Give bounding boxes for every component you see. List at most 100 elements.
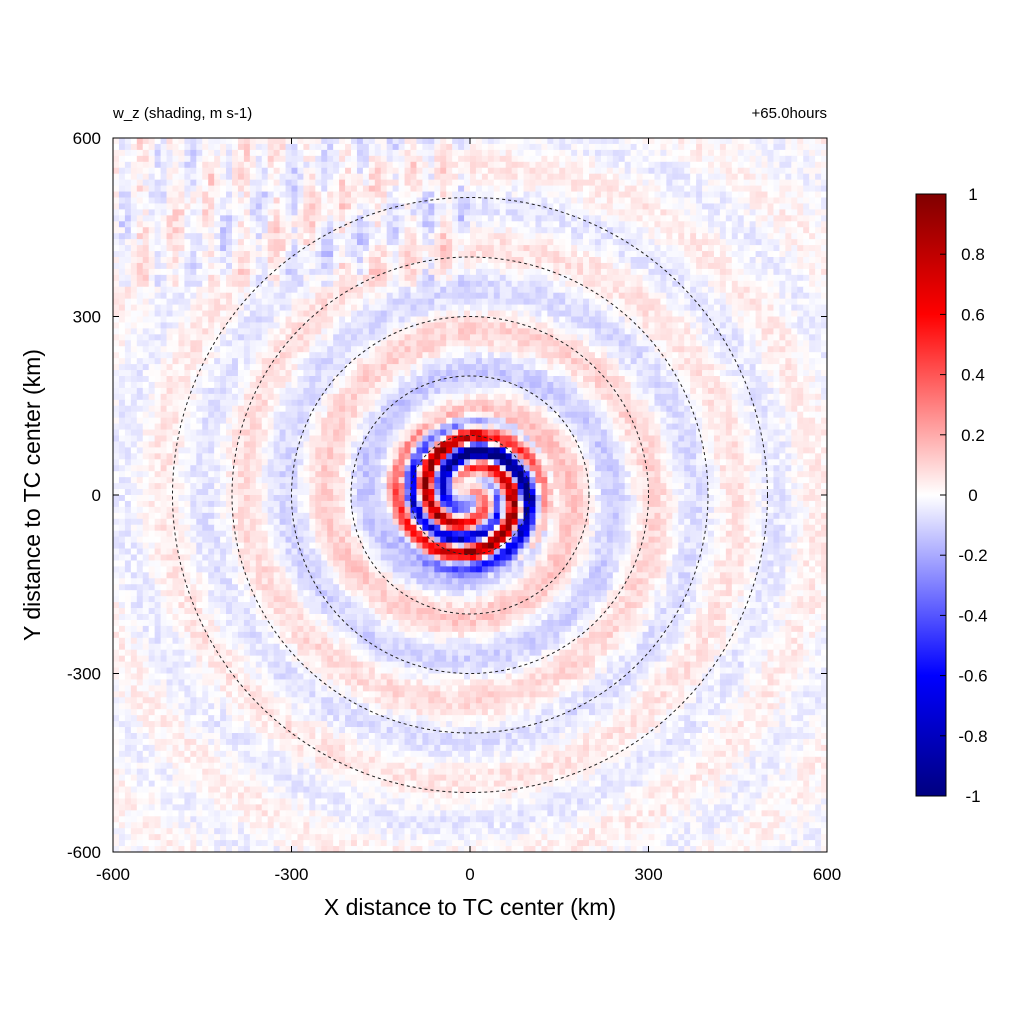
heatmap-cell: [618, 298, 626, 306]
heatmap-cell: [315, 310, 322, 318]
heatmap-cell: [309, 203, 316, 210]
heatmap-cell: [642, 268, 650, 276]
heatmap-cell: [803, 262, 810, 270]
heatmap-cell: [202, 286, 209, 294]
heatmap-cell: [356, 358, 364, 365]
heatmap-cell: [725, 167, 733, 175]
heatmap-cell: [773, 233, 780, 240]
heatmap-cell: [600, 352, 608, 359]
heatmap-cell: [446, 203, 453, 210]
heatmap-cell: [452, 292, 459, 300]
heatmap-cell: [481, 155, 489, 163]
heatmap-cell: [362, 328, 370, 335]
heatmap-cell: [315, 209, 322, 216]
heatmap-cell: [404, 274, 412, 282]
heatmap-cell: [285, 304, 293, 312]
heatmap-cell: [719, 310, 727, 318]
heatmap-cell: [642, 215, 650, 222]
heatmap-cell: [356, 173, 364, 181]
heatmap-cell: [351, 304, 358, 312]
heatmap-cell: [380, 143, 388, 151]
heatmap-cell: [166, 209, 174, 216]
heatmap-cell: [243, 239, 251, 246]
heatmap-cell: [428, 310, 435, 318]
heatmap-cell: [684, 209, 691, 216]
heatmap-cell: [690, 292, 697, 300]
heatmap-cell: [267, 197, 275, 205]
heatmap-cell: [761, 251, 769, 258]
heatmap-cell: [208, 233, 215, 240]
heatmap-cell: [785, 221, 792, 228]
heatmap-cell: [464, 280, 471, 288]
heatmap-cell: [577, 161, 584, 169]
heatmap-cell: [797, 209, 804, 216]
heatmap-cell: [749, 155, 757, 163]
heatmap-cell: [113, 322, 120, 329]
heatmap-cell: [719, 138, 727, 145]
heatmap-cell: [654, 155, 661, 163]
heatmap-cell: [386, 280, 394, 288]
heatmap-cell: [261, 340, 269, 347]
heatmap-cell: [803, 280, 810, 288]
heatmap-cell: [279, 155, 287, 163]
heatmap-cell: [690, 340, 697, 347]
heatmap-cell: [791, 161, 798, 169]
heatmap-cell: [309, 262, 316, 270]
heatmap-cell: [172, 286, 180, 294]
heatmap-cell: [428, 292, 435, 300]
heatmap-cell: [606, 268, 614, 276]
heatmap-cell: [666, 316, 673, 324]
heatmap-cell: [589, 185, 596, 193]
heatmap-cell: [422, 179, 429, 187]
heatmap-cell: [684, 322, 691, 329]
heatmap-cell: [773, 352, 780, 359]
heatmap-cell: [160, 197, 168, 205]
heatmap-cell: [178, 143, 185, 151]
heatmap-cell: [130, 227, 138, 234]
heatmap-cell: [178, 268, 185, 276]
heatmap-cell: [487, 322, 495, 329]
heatmap-cell: [130, 346, 138, 353]
heatmap-cell: [190, 233, 197, 240]
heatmap-cell: [731, 376, 739, 383]
heatmap-cell: [517, 376, 525, 383]
heatmap-cell: [291, 179, 299, 187]
heatmap-cell: [809, 298, 816, 306]
heatmap-cell: [475, 245, 483, 252]
heatmap-cell: [589, 310, 596, 318]
heatmap-cell: [285, 167, 293, 175]
heatmap-cell: [713, 358, 721, 365]
heatmap-cell: [481, 257, 489, 264]
heatmap-cell: [362, 155, 370, 163]
heatmap-cell: [713, 149, 721, 157]
heatmap-cell: [261, 286, 269, 294]
heatmap-cell: [731, 143, 739, 151]
heatmap-cell: [600, 161, 608, 169]
heatmap-cell: [464, 227, 471, 234]
heatmap-cell: [285, 292, 293, 300]
heatmap-cell: [118, 161, 126, 169]
heatmap-cell: [178, 167, 185, 175]
heatmap-cell: [166, 251, 174, 258]
heatmap-cell: [446, 233, 453, 240]
heatmap-cell: [547, 340, 554, 347]
heatmap-cell: [160, 340, 168, 347]
heatmap-cell: [708, 233, 715, 240]
heatmap-cell: [285, 328, 293, 335]
heatmap-cell: [458, 197, 465, 205]
heatmap-cell: [713, 274, 721, 282]
heatmap-cell: [440, 262, 447, 270]
heatmap-cell: [547, 203, 554, 210]
heatmap-cell: [553, 364, 560, 371]
heatmap-cell: [148, 167, 156, 175]
heatmap-cell: [803, 274, 810, 282]
heatmap-cell: [475, 233, 483, 240]
heatmap-cell: [547, 179, 554, 187]
heatmap-cell: [475, 364, 483, 371]
heatmap-cell: [464, 364, 471, 371]
heatmap-cell: [678, 340, 685, 347]
heatmap-cell: [535, 185, 542, 193]
heatmap-cell: [779, 310, 786, 318]
heatmap-cell: [166, 185, 174, 193]
heatmap-cell: [654, 257, 661, 264]
